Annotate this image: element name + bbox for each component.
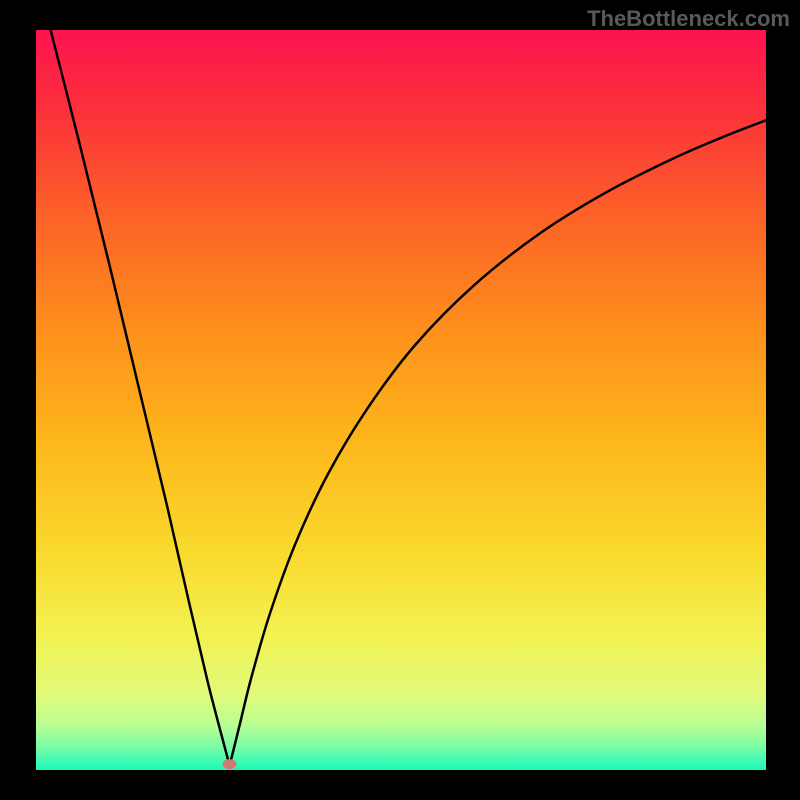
min-point-marker — [222, 759, 236, 769]
watermark-text: TheBottleneck.com — [587, 6, 790, 32]
plot-area — [36, 30, 766, 770]
chart-container: TheBottleneck.com — [0, 0, 800, 800]
plot-svg — [36, 30, 766, 770]
chart-background — [36, 30, 766, 770]
